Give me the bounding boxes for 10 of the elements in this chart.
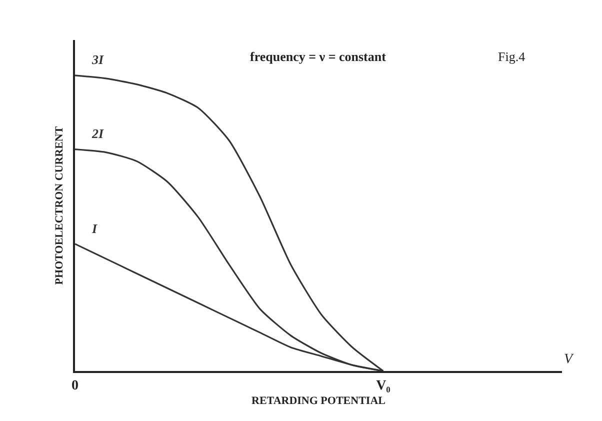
chart-title: frequency = ν = constant (250, 49, 387, 64)
x-tick-label: 0 (72, 378, 78, 394)
text: V (564, 352, 574, 367)
x-tick-label: V₀ (376, 378, 390, 394)
y-axis-title: PHOTOELECTRON CURRENT (53, 126, 66, 285)
caption: Fig.4 (498, 49, 526, 64)
series-label: 3I (91, 52, 104, 67)
series-label: I (91, 221, 98, 236)
series-label: 2I (91, 126, 104, 141)
x-axis-title: RETARDING POTENTIAL (252, 395, 386, 408)
